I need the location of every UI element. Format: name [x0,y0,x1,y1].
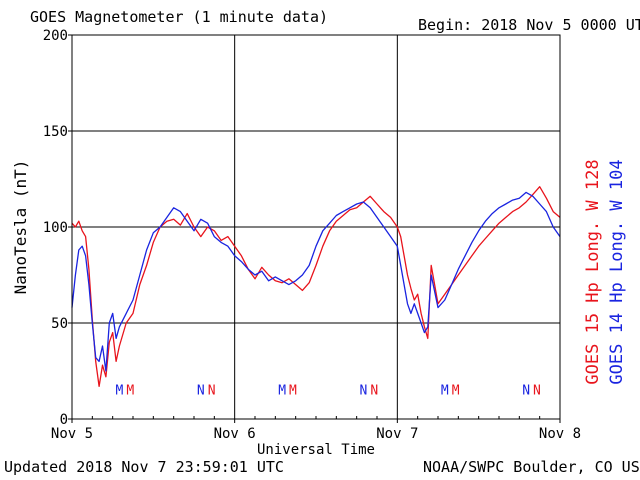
begin-time: Begin: 2018 Nov 5 0000 UTC [418,16,640,34]
event-marker-m: M [289,383,297,398]
grid [72,35,560,419]
event-marker-m: M [126,383,134,398]
event-marker-n: N [533,383,541,398]
chart-title: GOES Magnetometer (1 minute data) [30,8,329,26]
y-tick-label: 50 [51,316,68,332]
series-goes14-line [71,191,561,372]
y-tick-label: 150 [43,124,68,140]
series-lines [71,186,561,388]
event-marker-m: M [278,383,286,398]
x-tick-label: Nov 5 [51,426,93,442]
x-tick-label: Nov 7 [376,426,418,442]
footer-source: NOAA/SWPC Boulder, CO USA [423,458,640,476]
series-goes15-line [71,186,561,388]
event-marker-m: M [116,383,124,398]
legend: GOES 15 Hp Long. W 128 GOES 14 Hp Long. W… [583,159,627,384]
y-axis-label: NanoTesla (nT) [11,160,30,295]
axis-ticks: 0 50 100 150 200 Nov 5 Nov 6 Nov 7 Nov 8 Universa… [11,28,581,458]
event-marker-n: N [522,383,530,398]
y-tick-label: 100 [43,220,68,236]
y-tick-label: 200 [43,28,68,44]
legend-goes15: GOES 15 Hp Long. W 128 [583,159,603,384]
x-tick-label: Nov 6 [214,426,256,442]
x-tick-label: Nov 8 [539,426,581,442]
plot-frame [71,34,561,420]
footer-updated: Updated 2018 Nov 7 23:59:01 UTC [4,458,284,476]
event-marker-m: M [452,383,460,398]
x-axis-label: Universal Time [257,442,375,458]
event-marker-n: N [208,383,216,398]
event-marker-m: M [441,383,449,398]
event-marker-n: N [360,383,368,398]
event-marker-n: N [197,383,205,398]
y-tick-label: 0 [60,412,68,428]
legend-goes14: GOES 14 Hp Long. W 104 [607,159,627,384]
event-marker-n: N [370,383,378,398]
